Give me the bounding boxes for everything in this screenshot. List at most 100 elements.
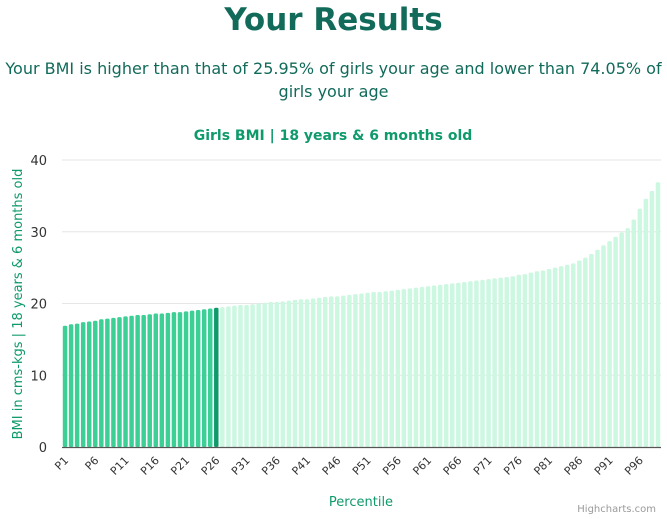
bar-p83[interactable]: [558, 266, 564, 447]
bar-p69[interactable]: [474, 280, 479, 447]
bar-p31[interactable]: [244, 304, 249, 447]
bar-p18[interactable]: [165, 312, 171, 447]
bar-p78[interactable]: [528, 272, 534, 447]
bar-p39[interactable]: [292, 299, 298, 447]
bar-p96[interactable]: [637, 208, 643, 447]
bar-p7[interactable]: [99, 319, 104, 447]
bar-p44[interactable]: [322, 297, 328, 447]
bar-p90[interactable]: [601, 245, 606, 447]
bar-p43[interactable]: [316, 297, 322, 447]
bar-p2[interactable]: [68, 324, 74, 447]
bar-p84[interactable]: [564, 264, 570, 447]
bar-p77[interactable]: [522, 274, 528, 447]
bar-p98[interactable]: [649, 190, 655, 447]
bar-p48[interactable]: [347, 294, 352, 447]
bar-p14[interactable]: [141, 314, 146, 447]
bar-p59[interactable]: [413, 287, 419, 447]
bar-user-percentile[interactable]: [214, 307, 219, 447]
bar-p11[interactable]: [123, 316, 128, 447]
bar-p81[interactable]: [546, 269, 552, 447]
bar-p45[interactable]: [329, 296, 334, 447]
bar-p33[interactable]: [256, 303, 261, 448]
bar-p70[interactable]: [480, 279, 485, 447]
bar-p13[interactable]: [135, 314, 140, 447]
bar-p88[interactable]: [589, 253, 594, 447]
bar-p23[interactable]: [195, 309, 201, 447]
bar-p19[interactable]: [171, 312, 177, 447]
bar-p6[interactable]: [93, 320, 98, 447]
bar-p17[interactable]: [159, 313, 165, 447]
bar-p24[interactable]: [201, 309, 207, 447]
bar-p72[interactable]: [492, 278, 497, 447]
bar-p62[interactable]: [431, 285, 437, 447]
bar-p9[interactable]: [111, 317, 116, 447]
bar-p86[interactable]: [577, 260, 582, 447]
bar-p30[interactable]: [238, 304, 243, 447]
bar-p71[interactable]: [486, 279, 491, 447]
bar-p5[interactable]: [86, 321, 92, 447]
bar-p60[interactable]: [419, 287, 425, 447]
bar-p10[interactable]: [117, 317, 122, 447]
bar-p97[interactable]: [643, 198, 649, 447]
bar-p8[interactable]: [105, 318, 110, 447]
bar-p29[interactable]: [232, 305, 237, 447]
bar-p12[interactable]: [129, 315, 134, 447]
bar-p73[interactable]: [498, 277, 503, 447]
bar-p21[interactable]: [183, 311, 189, 447]
bar-p40[interactable]: [298, 299, 304, 447]
bar-p61[interactable]: [425, 286, 431, 447]
bar-p95[interactable]: [631, 219, 637, 447]
bar-p58[interactable]: [407, 288, 413, 447]
bar-p37[interactable]: [280, 301, 286, 447]
bar-p25[interactable]: [208, 308, 213, 447]
bar-p54[interactable]: [383, 291, 388, 447]
bar-p64[interactable]: [443, 284, 449, 447]
bar-p34[interactable]: [262, 302, 267, 447]
bar-p20[interactable]: [177, 312, 183, 447]
bar-p32[interactable]: [250, 304, 255, 447]
bar-p4[interactable]: [80, 322, 86, 447]
bar-p47[interactable]: [341, 295, 346, 447]
bar-p42[interactable]: [310, 298, 316, 447]
bar-p76[interactable]: [516, 274, 522, 447]
bar-p15[interactable]: [147, 314, 152, 447]
bar-p91[interactable]: [607, 241, 612, 447]
bar-p63[interactable]: [437, 284, 443, 447]
bar-p75[interactable]: [510, 276, 515, 447]
bar-p52[interactable]: [371, 292, 376, 447]
bar-p85[interactable]: [571, 263, 576, 447]
bar-p28[interactable]: [226, 306, 231, 447]
bar-p94[interactable]: [625, 228, 630, 447]
bar-p53[interactable]: [377, 292, 382, 447]
bar-p16[interactable]: [153, 313, 159, 447]
bar-p41[interactable]: [304, 299, 310, 447]
bar-p57[interactable]: [401, 289, 407, 447]
bar-p38[interactable]: [286, 300, 292, 447]
bar-p27[interactable]: [220, 307, 225, 447]
highcharts-credit[interactable]: Highcharts.com: [577, 504, 656, 515]
bar-p93[interactable]: [619, 232, 624, 447]
bar-p49[interactable]: [353, 294, 358, 447]
bar-p79[interactable]: [534, 271, 540, 447]
bar-p67[interactable]: [462, 281, 467, 447]
bar-p87[interactable]: [583, 257, 588, 447]
bar-p22[interactable]: [189, 310, 195, 447]
bar-p80[interactable]: [540, 270, 546, 448]
bar-p74[interactable]: [504, 276, 509, 447]
bar-p51[interactable]: [365, 292, 370, 447]
bar-p1[interactable]: [62, 325, 68, 447]
bar-p56[interactable]: [395, 289, 401, 447]
bar-p3[interactable]: [74, 323, 80, 447]
bar-p55[interactable]: [389, 290, 394, 447]
bar-p35[interactable]: [268, 302, 273, 447]
bar-p99[interactable]: [655, 182, 661, 448]
bar-p89[interactable]: [595, 249, 600, 447]
bar-p82[interactable]: [552, 267, 558, 448]
bar-p50[interactable]: [359, 293, 364, 447]
bar-p46[interactable]: [335, 296, 340, 447]
bar-p65[interactable]: [450, 283, 455, 447]
bar-p92[interactable]: [613, 236, 618, 447]
bar-p36[interactable]: [274, 302, 280, 447]
bar-p68[interactable]: [468, 281, 473, 447]
bar-p66[interactable]: [456, 282, 461, 447]
